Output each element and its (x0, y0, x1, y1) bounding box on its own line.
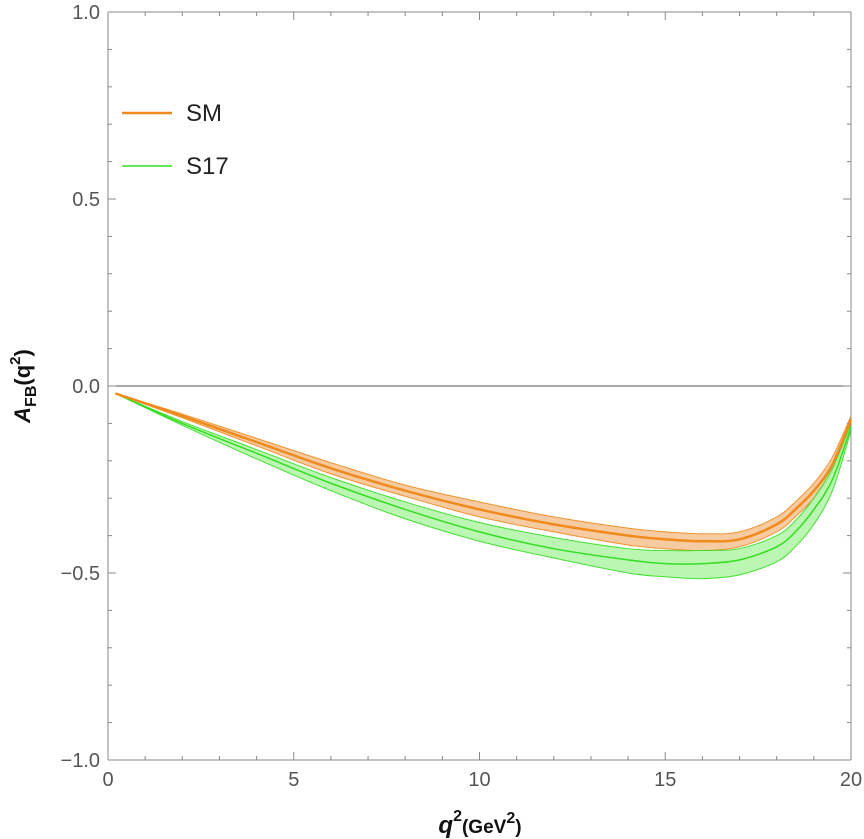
y-tick-label: 1.0 (72, 2, 100, 24)
y-tick-label: 0.5 (72, 189, 100, 211)
axes: 0 5 10 15 20 1.0 0.5 0.0 −0.5 −1.0 (61, 2, 863, 791)
line-s17 (115, 392, 852, 565)
series-lines (115, 392, 853, 565)
x-axis-title-exponent: 2 (453, 808, 462, 825)
y-tick-label: −0.5 (61, 563, 100, 585)
x-axis-title-unit-exponent: 2 (506, 810, 515, 827)
legend-label-s17: S17 (186, 153, 229, 180)
legend-item-sm: SM (122, 100, 222, 127)
band-s17 (115, 393, 852, 580)
legend: SM S17 (122, 100, 229, 180)
x-axis-title-base: q (438, 812, 453, 839)
y-axis-title-arg-close: ) (10, 349, 35, 356)
y-tick-label: −1.0 (61, 750, 100, 772)
x-tick-label: 15 (654, 769, 676, 791)
uncertainty-bands (115, 393, 852, 580)
y-tick-label: 0.0 (72, 376, 100, 398)
legend-item-s17: S17 (122, 153, 229, 180)
y-axis-title-subscript: FB (23, 386, 40, 407)
x-tick-label: 20 (840, 769, 862, 791)
x-tick-label: 10 (468, 769, 490, 791)
y-axis-title-arg-exponent: 2 (7, 357, 24, 365)
y-axis-title-arg-open: (q (10, 365, 35, 386)
y-axis-title-base: A (10, 407, 35, 424)
line-sm (115, 392, 853, 543)
x-tick-label: 0 (102, 769, 113, 791)
y-axis-title: AFB(q2) (7, 349, 40, 424)
x-tick-label: 5 (288, 769, 299, 791)
x-axis-title: q2(GeV2) (438, 808, 521, 839)
x-axis-title-unit-base: (GeV (462, 817, 507, 838)
x-axis-title-unit-close: ) (515, 817, 521, 838)
legend-label-sm: SM (186, 100, 222, 127)
